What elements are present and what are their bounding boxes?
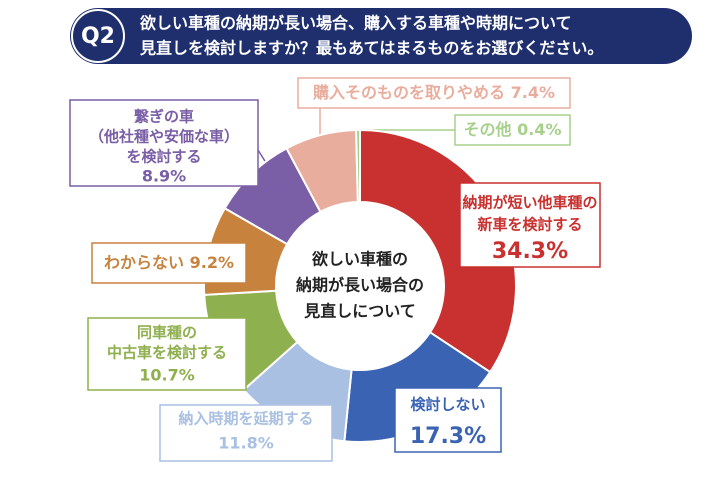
category-label: 納入時期を延期する [178, 410, 313, 428]
value-label: 9.2% [190, 253, 234, 272]
category-label: 購入そのものを取りやめる [312, 83, 505, 102]
question-line: 欲しい車種の納期が長い場合、購入する車種や時期について [139, 14, 572, 33]
category-label: （他社種や安価な車） [89, 128, 239, 146]
center-text: 納期が長い場合の [296, 276, 424, 295]
segment-label: 購入そのものを取りやめる 7.4% [312, 83, 555, 102]
value-label: 0.4% [517, 120, 561, 139]
segment-label: その他 0.4% [464, 120, 562, 139]
label-box [459, 182, 601, 268]
category-label: を検討する [126, 148, 201, 166]
value-label: 10.7% [139, 366, 195, 385]
value-label: 7.4% [511, 83, 555, 102]
category-label: 繋ぎの車 [134, 108, 194, 126]
category-label: わからない [104, 253, 184, 272]
category-label: 同車種の [137, 324, 197, 342]
value-label: 11.8% [218, 434, 274, 453]
question-line: 見直しを検討しますか？最もあてはまるものをお選びください。 [139, 39, 603, 58]
category-label: 中古車を検討する [107, 344, 227, 362]
label-box [69, 99, 259, 187]
label-box [91, 242, 247, 284]
value-label: 34.3% [492, 239, 568, 264]
question-badge-circle [71, 9, 125, 63]
value-label: 17.3% [410, 424, 486, 449]
center-text: 欲しい車種の [311, 250, 408, 269]
label-box [297, 77, 571, 109]
label-box [394, 387, 502, 453]
question-badge: Q2 [81, 24, 115, 49]
value-label: 8.9% [142, 167, 186, 186]
category-label: 検討しない [410, 396, 485, 414]
category-label: 納期が短い他車種の [462, 194, 597, 212]
category-label: その他 [464, 120, 512, 139]
donut-segment [355, 128, 361, 204]
label-box [159, 404, 333, 462]
segment-label: わからない 9.2% [104, 253, 234, 272]
center-text: 見直しについて [303, 302, 416, 321]
label-box [87, 317, 247, 391]
label-box [454, 114, 571, 146]
category-label: 新車を検討する [477, 216, 582, 234]
question-banner [70, 8, 692, 64]
